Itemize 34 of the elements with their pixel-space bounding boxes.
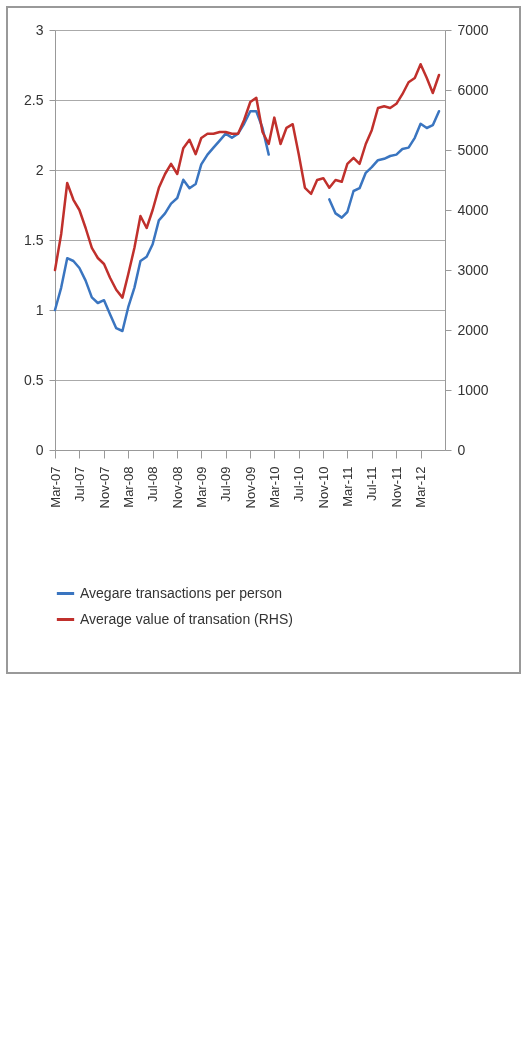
x-tick-label: Mar-07 [47, 466, 63, 508]
x-tick-label: Mar-09 [193, 466, 209, 508]
x-tick-label: Nov-11 [388, 466, 404, 508]
legend-label: Average value of transation (RHS) [80, 610, 293, 627]
y2-tick-label: 1000 [457, 381, 489, 398]
x-tick-label: Jul-11 [364, 466, 380, 501]
x-tick-label: Jul-09 [218, 466, 234, 502]
x-tick-label: Mar-11 [339, 466, 355, 507]
x-tick-label: Nov-10 [315, 466, 331, 509]
y2-tick-label: 3000 [457, 261, 489, 278]
x-tick-label: Nov-09 [242, 466, 258, 509]
y-tick-label: 2 [35, 161, 44, 178]
x-tick-label: Jul-08 [145, 466, 161, 502]
x-tick-label: Nov-08 [169, 466, 185, 509]
x-tick-label: Jul-07 [71, 466, 87, 502]
y2-tick-label: 6000 [457, 81, 489, 98]
legend-label: Avegare transactions per person [80, 584, 283, 601]
x-tick-label: Mar-12 [413, 466, 429, 508]
y2-tick-label: 7000 [457, 21, 489, 38]
y-tick-label: 3 [35, 21, 44, 38]
y-tick-label: 2.5 [24, 91, 44, 108]
y2-tick-label: 2000 [457, 321, 489, 338]
y2-tick-label: 4000 [457, 201, 489, 218]
y-tick-label: 1 [35, 301, 44, 318]
x-tick-label: Jul-10 [291, 466, 307, 502]
y2-tick-label: 0 [457, 441, 466, 458]
y-tick-label: 0 [35, 441, 44, 458]
x-tick-label: Nov-07 [96, 466, 112, 509]
x-tick-label: Mar-08 [120, 466, 136, 508]
x-tick-label: Mar-10 [266, 466, 282, 508]
y2-tick-label: 5000 [457, 141, 489, 158]
y-tick-label: 0.5 [24, 371, 44, 388]
y-tick-label: 1.5 [24, 231, 44, 248]
line-series [53, 62, 441, 299]
